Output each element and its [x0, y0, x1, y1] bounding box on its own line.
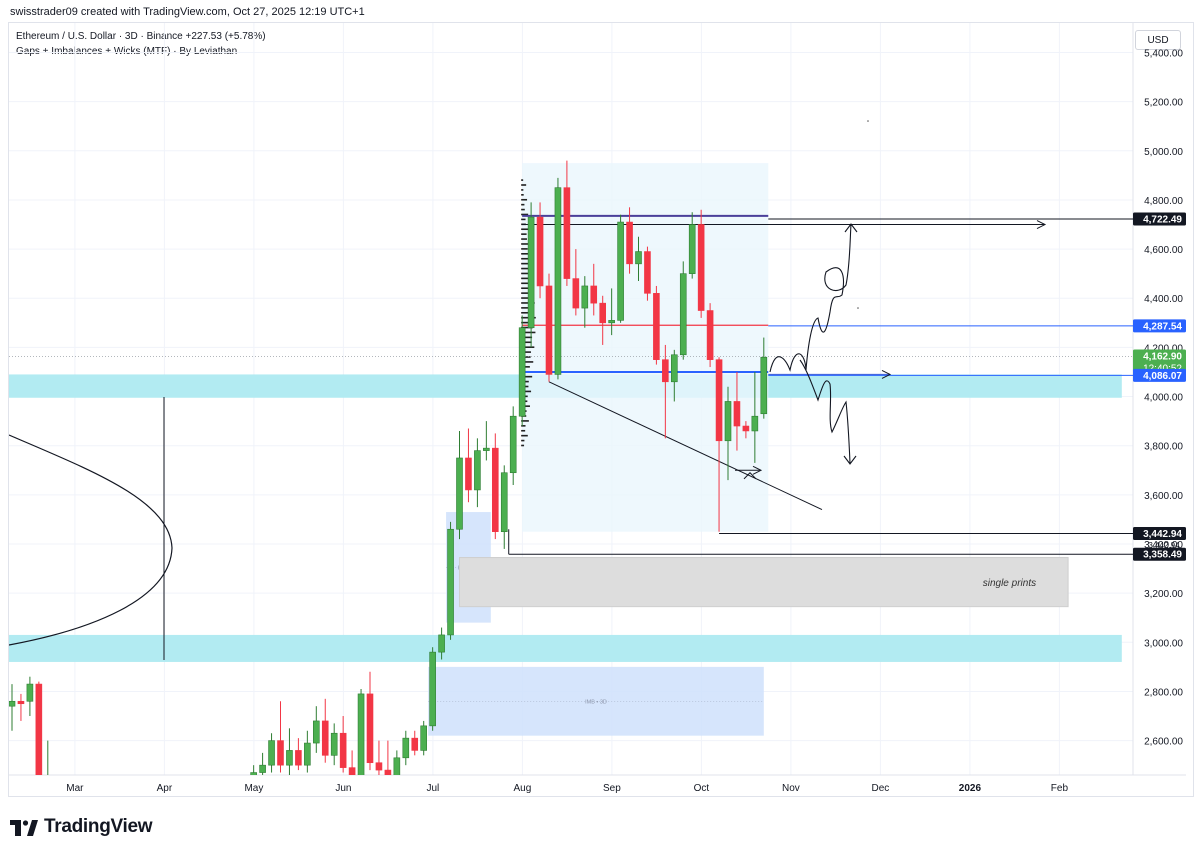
credit-text: swisstrader09 created with TradingView.c… — [10, 6, 365, 18]
symbol-legend[interactable]: Ethereum / U.S. Dollar · 3D · Binance +2… — [16, 31, 266, 42]
indicator-legend[interactable]: Gaps + Imbalances + Wicks (MTF) · By Lev… — [16, 46, 238, 57]
chart-frame — [8, 22, 1194, 797]
currency-button[interactable]: USD — [1135, 30, 1181, 50]
tradingview-brand-text: TradingView — [44, 816, 153, 837]
tradingview-logo[interactable]: TradingView — [10, 814, 153, 840]
tradingview-logo-icon — [10, 817, 38, 837]
